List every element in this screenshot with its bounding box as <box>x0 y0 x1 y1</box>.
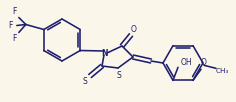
Text: F: F <box>13 34 17 43</box>
Text: S: S <box>83 76 87 85</box>
Text: O: O <box>201 58 207 67</box>
Text: S: S <box>117 70 121 79</box>
Text: F: F <box>9 21 13 30</box>
Text: N: N <box>102 48 108 58</box>
Text: F: F <box>13 7 17 16</box>
Text: CH₃: CH₃ <box>215 68 229 74</box>
Text: O: O <box>131 26 137 34</box>
Text: OH: OH <box>180 58 192 67</box>
